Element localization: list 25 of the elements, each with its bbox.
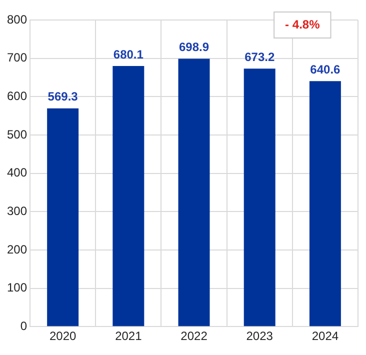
y-tick-label: 100 [6, 280, 28, 295]
y-tick-label: 0 [20, 318, 28, 333]
x-tick-label: 2023 [246, 329, 274, 344]
x-tick-label: 2021 [115, 329, 142, 344]
x-tick-label: 2024 [312, 329, 339, 344]
y-tick-label: 400 [6, 166, 28, 180]
x-tick-label: 2022 [180, 329, 208, 344]
x-tick-label: 2020 [49, 329, 76, 344]
y-tick-label: 800 [6, 12, 28, 26]
y-tick-label: 200 [6, 242, 28, 256]
bar [178, 58, 210, 326]
data-label: 698.9 [178, 40, 210, 54]
y-tick-label: 600 [6, 88, 28, 103]
y-tick-label: 700 [6, 50, 28, 65]
y-tick-label: 300 [6, 204, 28, 218]
annotation: - 4.8% [285, 17, 320, 32]
data-label: 673.2 [244, 50, 275, 64]
data-label: 569.3 [48, 90, 78, 104]
y-tick-label: 500 [6, 127, 28, 142]
bar [47, 108, 79, 326]
bar [309, 81, 341, 326]
bar [244, 68, 276, 326]
data-label: 680.1 [113, 47, 144, 62]
bar [112, 66, 144, 326]
data-label: 640.6 [310, 62, 341, 76]
